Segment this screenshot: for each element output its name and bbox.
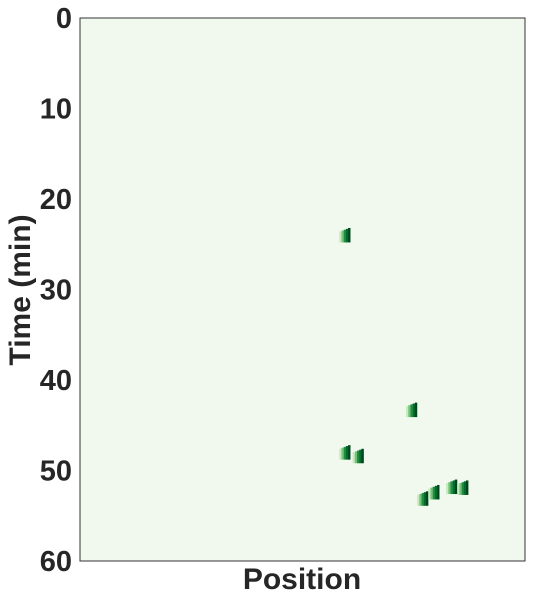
heatmap-cell — [454, 479, 458, 495]
heatmap-cell — [434, 485, 438, 500]
heatmap-cell — [345, 228, 349, 243]
heatmap-event — [457, 480, 469, 495]
heatmap-cell — [466, 480, 469, 495]
heatmap-cell — [343, 446, 347, 460]
heatmap-cell — [410, 404, 413, 418]
y-tick-label: 10 — [40, 94, 72, 126]
heatmap-cell — [361, 448, 364, 464]
heatmap-cell — [339, 448, 342, 460]
heatmap-event — [446, 479, 458, 495]
heatmap-cell — [359, 449, 362, 464]
heatmap-event — [352, 448, 364, 464]
y-tick-label: 50 — [40, 456, 72, 488]
heatmap-cells — [339, 227, 469, 506]
heatmap-cell — [341, 230, 344, 243]
heatmap-cell — [339, 231, 342, 243]
plot-frame — [79, 17, 526, 562]
heatmap-cell — [461, 482, 464, 495]
y-tick-label: 20 — [40, 184, 72, 216]
heatmap-cell — [414, 402, 418, 418]
heatmap-cell — [406, 406, 409, 418]
y-axis-label: Time (min) — [4, 214, 37, 365]
heatmap-cell — [357, 450, 360, 464]
heatmap-cell — [341, 447, 344, 460]
heatmap-cell — [448, 482, 451, 495]
heatmap-cell — [452, 480, 456, 495]
heatmap-cell — [446, 483, 449, 495]
heatmap-event — [417, 491, 429, 506]
y-tick-labels: 0 10 20 30 40 50 60 — [40, 3, 72, 578]
heatmap-cell — [430, 487, 433, 500]
x-axis-label: Position — [243, 563, 361, 596]
heatmap-cell — [345, 446, 349, 460]
heatmap-cell — [419, 493, 422, 506]
y-tick-label: 0 — [56, 3, 72, 35]
heatmap-event — [428, 484, 440, 500]
y-tick-label: 60 — [40, 546, 72, 578]
heatmap-cell — [421, 493, 424, 506]
heatmap-cell — [343, 229, 347, 243]
heatmap-cell — [437, 484, 440, 500]
heatmap-cell — [459, 483, 462, 495]
heatmap-event — [339, 445, 351, 460]
heatmap-cell — [457, 483, 460, 495]
heatmap-cell — [348, 227, 351, 243]
heatmap-event — [406, 402, 418, 418]
heatmap-cell — [412, 403, 416, 418]
heatmap-cell — [354, 451, 358, 464]
heatmap-cell — [423, 492, 427, 506]
heatmap-cell — [352, 452, 356, 464]
y-tick-label: 40 — [40, 365, 72, 397]
heatmap-cell — [432, 486, 436, 500]
heatmap-cell — [463, 481, 467, 495]
heatmap-cell — [425, 491, 429, 506]
heatmap-cell — [417, 494, 420, 506]
heatmap-cell — [428, 488, 431, 500]
heatmap-event — [339, 227, 351, 243]
plot-background — [80, 18, 525, 561]
heatmap-cell — [450, 481, 453, 495]
y-tick-label: 30 — [40, 275, 72, 307]
heatmap-cell — [408, 405, 411, 418]
heatmap-cell — [348, 445, 351, 460]
